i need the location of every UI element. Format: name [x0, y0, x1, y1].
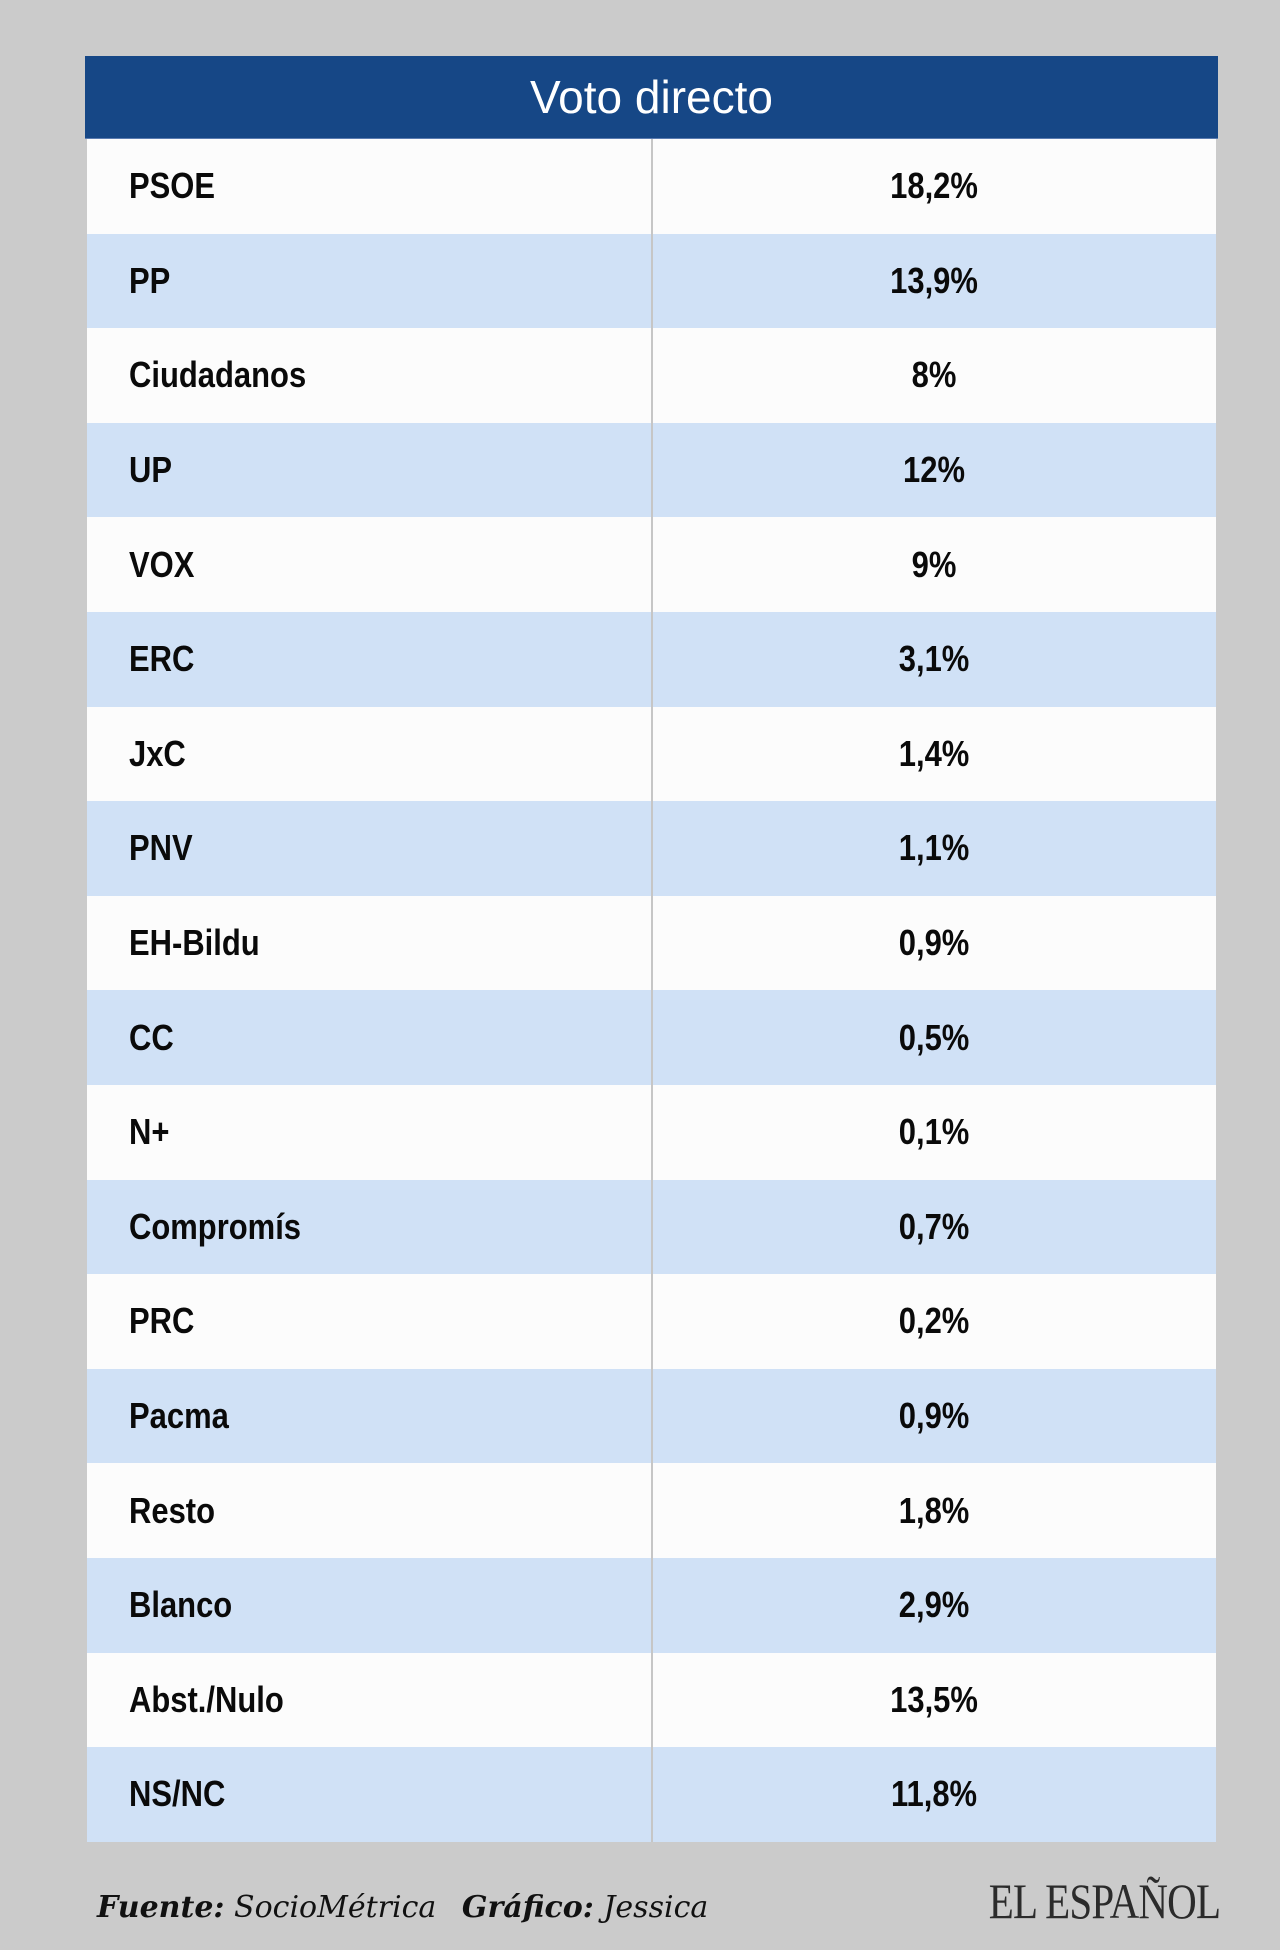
table-row: Pacma 0,9% [87, 1368, 1216, 1464]
party-name: UP [87, 422, 653, 518]
party-name: VOX [87, 517, 653, 612]
table-row: Ciudadanos 8% [87, 328, 1216, 423]
table-row: PNV 1,1% [87, 801, 1216, 896]
vote-value: 0,1% [899, 1111, 970, 1153]
vote-value: 18,2% [890, 165, 979, 207]
table-row: Abst./Nulo 13,5% [87, 1652, 1216, 1748]
table-row: CC 0,5% [87, 990, 1216, 1085]
vote-value: 0,2% [899, 1300, 970, 1342]
party-name: EH-Bildu [87, 895, 653, 991]
party-name: ERC [87, 611, 653, 707]
vote-value: 2,9% [899, 1584, 970, 1626]
source-value: SocioMétrica [234, 1890, 437, 1925]
party-name: JxC [87, 706, 653, 802]
party-name: NS/NC [87, 1747, 653, 1842]
table-row: Compromís 0,7% [87, 1179, 1216, 1275]
table-row: PSOE 18,2% [87, 139, 1216, 234]
vote-table: Voto directo PSOE 18,2% PP 13,9% Ciudadano… [85, 56, 1218, 1842]
party-name: Blanco [87, 1557, 653, 1653]
table-row: PRC 0,2% [87, 1274, 1216, 1369]
vote-value: 1,4% [899, 732, 970, 774]
vote-value: 3,1% [899, 638, 970, 680]
party-name: Compromís [87, 1179, 653, 1275]
vote-value: 8% [912, 354, 957, 396]
credits: Fuente: SocioMétrica Gráfico: Jessica [97, 1890, 708, 1925]
table-row: JxC 1,4% [87, 706, 1216, 802]
table-row: NS/NC 11,8% [87, 1747, 1216, 1842]
party-name: PRC [87, 1274, 653, 1369]
party-name: PSOE [87, 139, 653, 234]
table-body: PSOE 18,2% PP 13,9% Ciudadanos 8% UP 12% VOX… [87, 139, 1216, 1842]
party-name: N+ [87, 1084, 653, 1180]
vote-value: 0,9% [899, 1395, 970, 1437]
vote-value: 13,5% [890, 1678, 979, 1720]
party-name: PP [87, 233, 653, 329]
vote-value: 1,1% [899, 827, 970, 869]
vote-value: 9% [912, 543, 957, 585]
table-row: ERC 3,1% [87, 611, 1216, 707]
party-name: CC [87, 990, 653, 1085]
vote-value: 0,9% [899, 922, 970, 964]
graphic-label: Gráfico: [461, 1890, 594, 1925]
table-row: EH-Bildu 0,9% [87, 895, 1216, 991]
vote-value: 0,7% [899, 1205, 970, 1247]
vote-value: 11,8% [891, 1773, 978, 1815]
party-name: Abst./Nulo [87, 1652, 653, 1748]
table-row: N+ 0,1% [87, 1084, 1216, 1180]
vote-value: 1,8% [899, 1489, 970, 1531]
party-name: Pacma [87, 1368, 653, 1464]
table-row: VOX 9% [87, 517, 1216, 612]
vote-value: 13,9% [890, 259, 979, 301]
vote-value: 0,5% [899, 1016, 970, 1058]
table-row: Resto 1,8% [87, 1463, 1216, 1558]
table-row: Blanco 2,9% [87, 1557, 1216, 1653]
table-row: PP 13,9% [87, 233, 1216, 329]
table-title: Voto directo [85, 56, 1218, 139]
party-name: PNV [87, 801, 653, 896]
el-espanol-logo: EL ESPAÑOL [988, 1873, 1221, 1929]
source-label: Fuente: [97, 1890, 225, 1925]
party-name: Ciudadanos [87, 328, 653, 423]
table-row: UP 12% [87, 422, 1216, 518]
party-name: Resto [87, 1463, 653, 1558]
vote-value: 12% [903, 449, 966, 491]
graphic-value: Jessica [603, 1890, 709, 1925]
